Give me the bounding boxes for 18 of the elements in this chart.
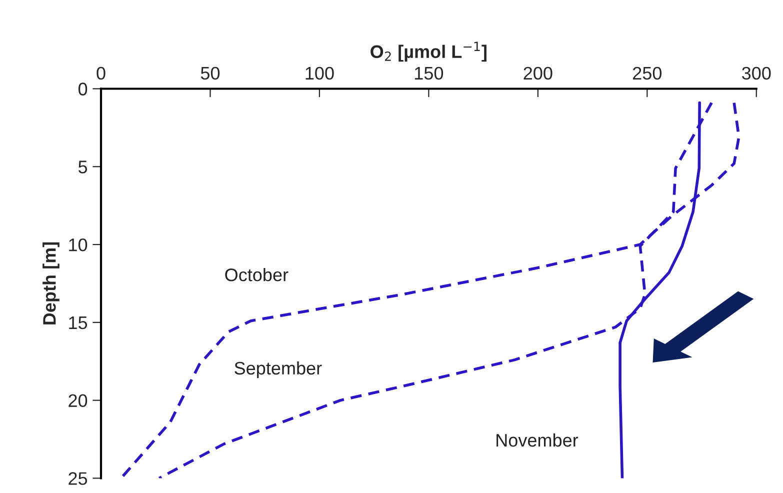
series-label: October <box>225 268 288 282</box>
y-tick-label: 0 <box>78 82 88 96</box>
x-tick-label: 200 <box>524 66 552 80</box>
x-tick-label: 150 <box>415 66 444 80</box>
y-tick-label: 25 <box>68 472 88 485</box>
x-tick-label: 100 <box>306 66 334 80</box>
x-tick-label: 300 <box>742 66 771 80</box>
x-tick-label: 50 <box>200 66 220 80</box>
y-tick-label: 15 <box>69 316 88 330</box>
series-label: September <box>234 361 322 378</box>
y-tick-label: 20 <box>68 394 88 408</box>
x-tick-label: 250 <box>632 66 662 80</box>
x-axis-title: O$_{2}$ [µmol L$^{−1}$] <box>370 42 486 62</box>
text: November <box>496 433 578 447</box>
y-tick-label: 5 <box>78 160 88 174</box>
x-tick-label: 0 <box>96 66 106 80</box>
y-axis-title: Depth [m] <box>42 242 60 324</box>
y-tick-label: 10 <box>69 238 88 252</box>
